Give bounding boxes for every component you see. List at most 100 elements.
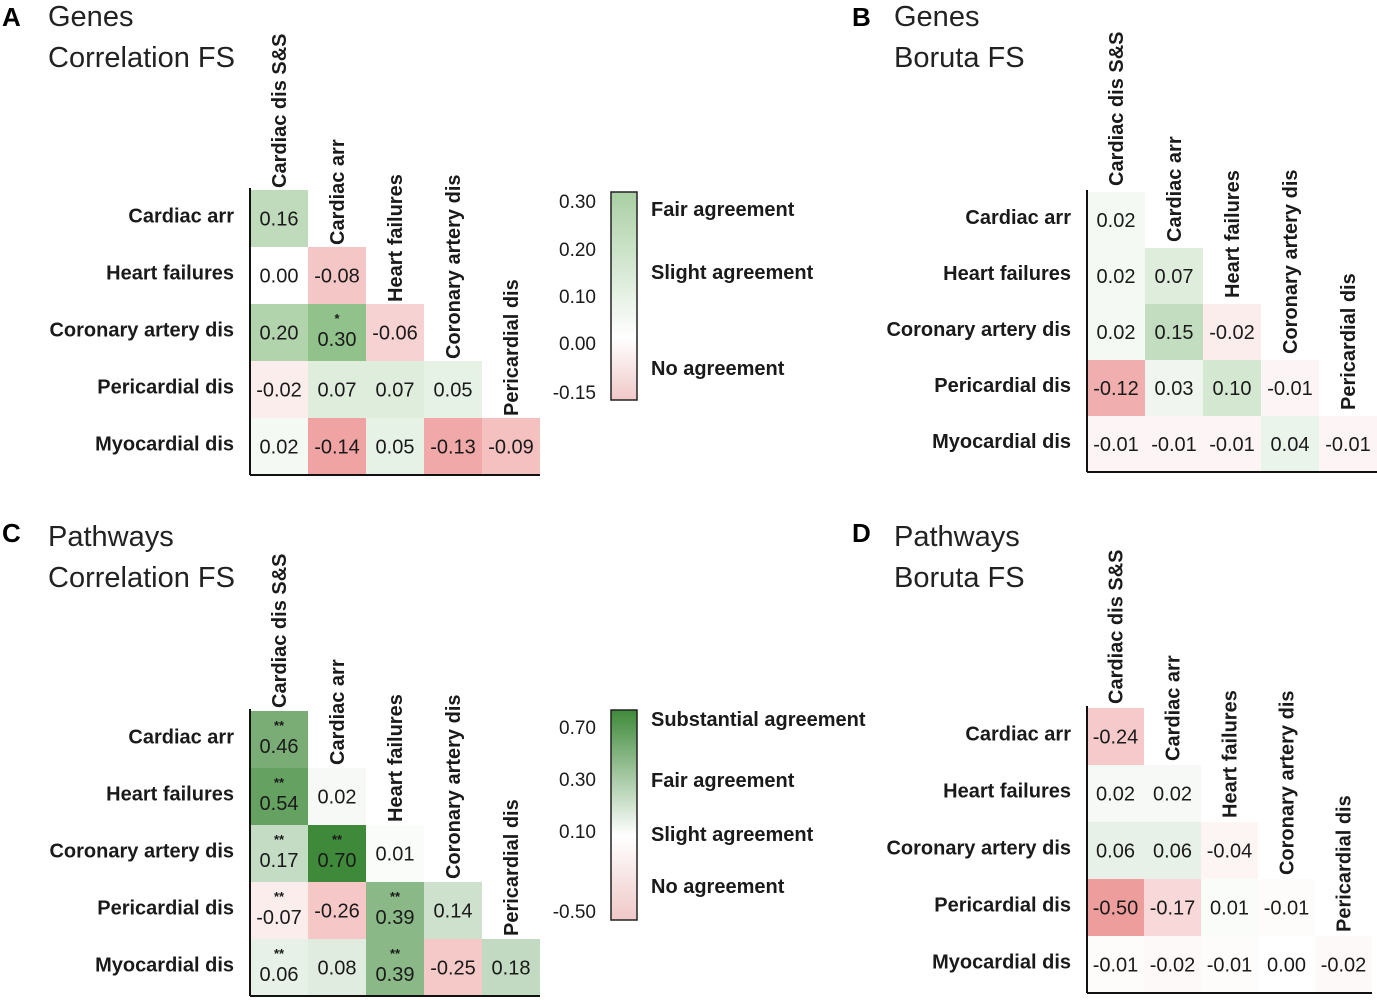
heatmap-cell: [1145, 304, 1203, 360]
heatmap-cell: [1087, 360, 1145, 416]
cell-value: -0.14: [314, 437, 360, 459]
heatmap-cell: [308, 247, 366, 304]
heatmap-cell: [482, 939, 540, 996]
row-label: Cardiac arr: [965, 724, 1071, 746]
cell-value: -0.24: [1093, 727, 1139, 749]
heatmap-cell: [1201, 822, 1258, 879]
row-label: Coronary artery dis: [886, 319, 1071, 341]
heatmap-cell: [250, 190, 308, 247]
significance-mark: **: [390, 889, 401, 904]
cell-value: -0.17: [1150, 898, 1196, 920]
colorbar-tick-label: 0.30: [559, 192, 596, 213]
heatmap-panel-a: A Genes Correlation FS 0.16 0.00 -0.08 0.20 * 0.…: [2, 1, 814, 476]
heatmap-cell: [250, 247, 308, 304]
heatmap-cell: [1203, 416, 1261, 472]
row-label: Heart failures: [943, 263, 1071, 285]
cell-value: 0.06: [260, 964, 299, 986]
cell-value: 0.15: [1155, 322, 1194, 344]
column-label: Pericardial dis: [501, 799, 523, 936]
column-label: Heart failures: [385, 174, 407, 302]
colorbar: 0.70 0.30 0.10 -0.50 Substantial agreement Fa…: [553, 709, 866, 923]
column-label: Pericardial dis: [1334, 795, 1356, 932]
cell-value: -0.01: [1267, 378, 1313, 400]
heatmap-cell: [1203, 360, 1261, 416]
cell-value: 0.03: [1155, 378, 1194, 400]
cell-value: -0.01: [1093, 434, 1139, 456]
cell-value: 0.05: [376, 437, 415, 459]
heatmap-cell: [1087, 822, 1144, 879]
cell-value: -0.01: [1325, 434, 1371, 456]
row-label: Myocardial dis: [95, 434, 234, 456]
row-label: Heart failures: [106, 263, 234, 285]
heatmap-cell: [1261, 416, 1319, 472]
panel-title-line: Genes: [894, 1, 979, 33]
heatmap-cell: [1087, 765, 1144, 822]
heatmap-cell: [250, 825, 308, 882]
heatmap-cell: [366, 939, 424, 996]
heatmap-cell: [1315, 936, 1372, 993]
panel-letter: B: [852, 2, 871, 32]
colorbar-tick-label: -0.50: [553, 902, 596, 923]
panel-letter: D: [852, 518, 871, 548]
agreement-level-label: Slight agreement: [651, 824, 814, 846]
cell-value: 0.02: [260, 437, 299, 459]
heatmap-cell: [250, 361, 308, 418]
cell-value: -0.01: [1093, 955, 1139, 977]
column-label: Pericardial dis: [1338, 273, 1360, 410]
cell-value: 0.01: [1210, 898, 1249, 920]
heatmap-cell: [1087, 248, 1145, 304]
heatmap-cell: [1201, 879, 1258, 936]
colorbar-tick-label: 0.00: [559, 334, 596, 355]
heatmap-cell: [424, 939, 482, 996]
heatmap-cell: [1144, 822, 1201, 879]
column-label: Cardiac dis S&S: [269, 33, 291, 188]
panel-title-line: Correlation FS: [48, 562, 235, 594]
column-label: Heart failures: [385, 694, 407, 822]
heatmap-cell: [366, 304, 424, 361]
significance-mark: **: [332, 832, 343, 847]
panel-title-line: Genes: [48, 1, 133, 33]
column-label: Heart failures: [1220, 690, 1242, 818]
significance-mark: **: [274, 775, 285, 790]
cell-value: 0.14: [434, 901, 473, 923]
row-label: Cardiac arr: [128, 206, 234, 228]
cell-value: 0.06: [1153, 841, 1192, 863]
cell-value: -0.26: [314, 901, 360, 923]
cell-value: 0.18: [492, 958, 531, 980]
panel-title-line: Pathways: [894, 521, 1020, 553]
heatmap-cell: [1087, 936, 1144, 993]
colorbar: 0.30 0.20 0.10 0.00 -0.15 Fair agreement Sligh…: [553, 191, 814, 404]
cell-value: 0.39: [376, 907, 415, 929]
panel-title-line: Correlation FS: [48, 42, 235, 74]
column-label: Cardiac dis S&S: [269, 553, 291, 708]
cell-value: 0.07: [318, 380, 357, 402]
significance-mark: **: [274, 832, 285, 847]
row-label: Cardiac arr: [965, 207, 1071, 229]
cell-value: 0.02: [1096, 784, 1135, 806]
cell-value: 0.70: [318, 850, 357, 872]
cell-value: -0.13: [430, 437, 476, 459]
panel-title-line: Boruta FS: [894, 42, 1025, 74]
column-label: Heart failures: [1222, 170, 1244, 298]
agreement-level-label: Substantial agreement: [651, 709, 866, 731]
heatmap-cell: [250, 939, 308, 996]
panel-letter: C: [2, 518, 21, 548]
cell-value: 0.17: [260, 850, 299, 872]
column-label: Cardiac arr: [1164, 136, 1186, 242]
heatmap-cell: [308, 361, 366, 418]
cell-value: -0.09: [488, 437, 534, 459]
agreement-level-label: No agreement: [651, 876, 785, 898]
heatmap-cell: [1203, 304, 1261, 360]
heatmap-cell: [1144, 765, 1201, 822]
heatmap-cell: [366, 825, 424, 882]
heatmap-cell: [250, 882, 308, 939]
heatmap-cell: [366, 418, 424, 475]
heatmap-cell: [424, 361, 482, 418]
heatmap-cell: [308, 882, 366, 939]
column-label: Pericardial dis: [501, 279, 523, 416]
colorbar-tick-label: 0.10: [559, 287, 596, 308]
heatmap-cell: [250, 711, 308, 768]
heatmap-cell: [308, 939, 366, 996]
